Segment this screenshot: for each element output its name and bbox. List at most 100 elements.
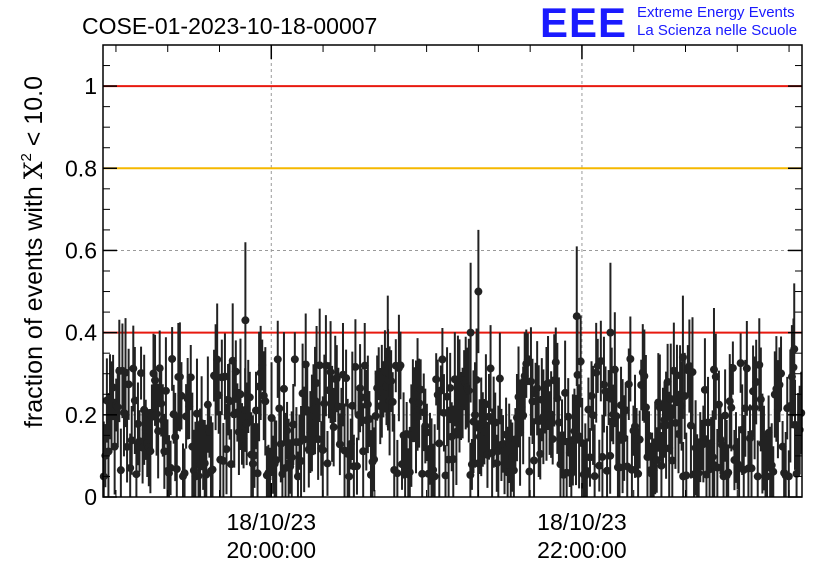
y-axis-ticks: 0 0.2 0.4 0.6 0.8 1 — [65, 65, 802, 510]
data-point — [548, 435, 557, 444]
data-point — [592, 368, 601, 377]
data-point — [121, 368, 130, 377]
data-point — [415, 399, 424, 408]
data-point — [351, 362, 360, 371]
data-point — [151, 376, 160, 385]
data-point — [326, 368, 335, 377]
data-point — [320, 399, 329, 408]
data-point — [553, 394, 562, 403]
data-point — [587, 391, 596, 400]
data-point — [791, 420, 800, 429]
data-point — [624, 380, 633, 389]
data-point — [438, 355, 447, 364]
data-point — [186, 373, 195, 382]
x-tick-label-time: 20:00:00 — [227, 537, 317, 563]
data-point — [177, 391, 186, 400]
logo-line-1: Extreme Energy Events — [637, 4, 795, 21]
data-point — [575, 432, 584, 441]
y-tick-label: 1 — [84, 73, 97, 99]
data-point — [388, 397, 397, 406]
data-point — [704, 418, 713, 427]
data-point — [405, 468, 414, 477]
data-point — [110, 442, 119, 451]
data-point — [528, 397, 537, 406]
data-point — [365, 415, 374, 424]
data-point — [663, 377, 672, 386]
data-point — [312, 379, 321, 388]
data-point — [363, 400, 372, 409]
data-point — [536, 449, 545, 458]
data-point — [250, 451, 259, 460]
data-point — [494, 447, 503, 456]
eee-logo: EEE — [540, 0, 628, 46]
data-point — [671, 418, 680, 427]
data-point — [641, 403, 650, 412]
data-point — [728, 364, 737, 373]
data-point — [713, 463, 722, 472]
data-point — [225, 397, 234, 406]
data-point — [113, 403, 122, 412]
data-point — [474, 287, 483, 296]
data-point — [700, 385, 709, 394]
data-point — [300, 435, 309, 444]
data-point — [486, 364, 495, 373]
data-point — [655, 403, 664, 412]
data-point — [109, 383, 118, 392]
data-point — [231, 367, 240, 376]
data-point — [432, 375, 441, 384]
data-point — [293, 472, 302, 481]
data-point — [278, 470, 287, 479]
data-point — [753, 472, 762, 481]
data-point — [287, 453, 296, 462]
data-point — [435, 439, 444, 448]
data-point — [572, 312, 581, 321]
data-point — [544, 379, 553, 388]
data-point — [197, 419, 206, 428]
data-point — [290, 355, 299, 364]
data-point — [279, 384, 288, 393]
data-point — [357, 393, 366, 402]
data-point — [678, 353, 687, 362]
data-point — [252, 406, 261, 415]
data-point — [334, 402, 343, 411]
data-point — [610, 365, 619, 374]
data-point — [472, 375, 481, 384]
data-point — [599, 380, 608, 389]
data-point — [652, 456, 661, 465]
data-point — [146, 447, 155, 456]
data-point — [606, 328, 615, 337]
data-point — [116, 466, 125, 475]
data-point — [756, 395, 765, 404]
data-point — [241, 316, 250, 325]
data-point — [446, 383, 455, 392]
data-point — [127, 436, 136, 445]
data-point — [784, 472, 793, 481]
data-point — [603, 466, 612, 475]
data-point — [554, 418, 563, 427]
data-point — [685, 362, 694, 371]
data-point — [492, 459, 501, 468]
data-point — [466, 328, 475, 337]
data-point — [152, 409, 161, 418]
data-point — [576, 357, 585, 366]
data-point — [491, 418, 500, 427]
data-point — [137, 369, 146, 378]
y-tick-label: 0.4 — [65, 320, 97, 346]
data-point — [615, 463, 624, 472]
data-point — [227, 460, 236, 469]
data-point — [533, 384, 542, 393]
data-point — [422, 428, 431, 437]
y-tick-label: 0.2 — [65, 402, 97, 428]
data-point — [129, 364, 138, 373]
data-point — [590, 472, 599, 481]
data-point — [699, 440, 708, 449]
data-point — [584, 405, 593, 414]
data-point — [130, 396, 139, 405]
data-point — [220, 372, 229, 381]
data-point — [495, 374, 504, 383]
data-point — [418, 469, 427, 478]
data-point — [439, 408, 448, 417]
data-point — [627, 465, 636, 474]
